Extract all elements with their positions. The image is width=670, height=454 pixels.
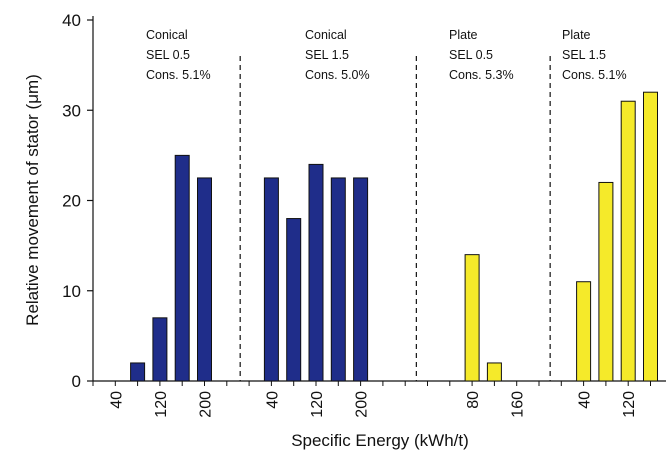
bar xyxy=(620,100,636,382)
x-tick-label: 40 xyxy=(577,391,594,409)
bar xyxy=(286,218,302,382)
group-annotation: SEL 0.5 xyxy=(146,48,190,62)
bar xyxy=(643,91,658,382)
group-annotation: Conical xyxy=(146,28,188,42)
group-annotation: Cons. 5.3% xyxy=(449,68,514,82)
x-tick-label: 200 xyxy=(198,391,215,418)
y-tick-label: 40 xyxy=(62,11,81,30)
bar xyxy=(130,362,146,382)
bar xyxy=(486,362,502,382)
group-annotation: SEL 1.5 xyxy=(562,48,606,62)
bar xyxy=(152,317,168,382)
bar xyxy=(174,154,190,382)
y-tick-label: 10 xyxy=(62,282,81,301)
bars xyxy=(130,91,658,382)
y-tick-label: 30 xyxy=(62,101,81,120)
y-axis-title: Relative movement of stator (μm) xyxy=(23,74,42,326)
x-tick-label: 200 xyxy=(354,391,371,418)
x-tick-label: 120 xyxy=(309,391,326,418)
group-annotation: Conical xyxy=(305,28,347,42)
group-annotation: Plate xyxy=(449,28,478,42)
bar xyxy=(330,177,346,382)
y-tick-label: 20 xyxy=(62,192,81,211)
bar xyxy=(197,177,212,382)
group-annotation: SEL 1.5 xyxy=(305,48,349,62)
x-tick-label: 80 xyxy=(465,391,482,409)
labels: 0 10 20 30 40 Conical SEL 0.5 Cons. 5.1% 40 120 20… xyxy=(62,11,638,418)
bar xyxy=(598,181,614,382)
x-tick-label: 40 xyxy=(108,391,125,409)
group-annotation: SEL 0.5 xyxy=(449,48,493,62)
y-axis-title-text: Relative movement of stator (μm) xyxy=(23,74,42,326)
bar xyxy=(353,177,369,382)
x-axis-title: Specific Energy (kWh/t) xyxy=(291,431,469,450)
bar xyxy=(263,177,279,382)
x-tick-label: 120 xyxy=(621,391,638,418)
x-tick-label: 120 xyxy=(153,391,170,418)
x-tick-label: 160 xyxy=(510,391,527,418)
bar xyxy=(464,254,480,382)
bar xyxy=(576,281,592,382)
y-tick-label: 0 xyxy=(72,372,81,391)
group-annotation: Plate xyxy=(562,28,591,42)
group-annotation: Cons. 5.1% xyxy=(562,68,627,82)
group-annotation: Cons. 5.1% xyxy=(146,68,211,82)
bar xyxy=(308,163,324,382)
group-annotation: Cons. 5.0% xyxy=(305,68,370,82)
x-tick-label: 40 xyxy=(264,391,281,409)
